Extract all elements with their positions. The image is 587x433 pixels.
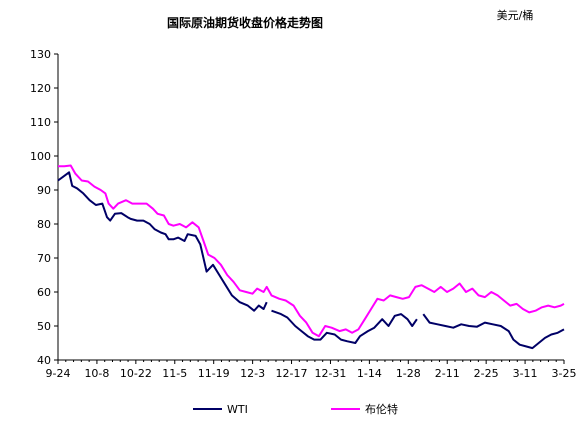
x-tick-label: 2-25 [474, 367, 499, 380]
y-tick-label: 40 [37, 354, 51, 367]
y-tick-label: 130 [30, 48, 51, 61]
x-tick-labels: 9-24 10-8 10-22 11-5 11-19 12-3 12-17 12-31 1-14… [46, 360, 577, 380]
legend-label-brent: 布伦特 [365, 402, 398, 416]
y-tick-label: 120 [30, 82, 51, 95]
y-tick-label: 70 [37, 252, 51, 265]
chart-title: 国际原油期货收盘价格走势图 [167, 15, 323, 30]
series-line-brent [58, 164, 565, 338]
y-tick-label: 100 [30, 150, 51, 163]
x-tick-label: 10-8 [84, 367, 109, 380]
axes [57, 54, 564, 361]
x-tick-label: 1-14 [357, 367, 382, 380]
x-tick-label: 2-11 [435, 367, 460, 380]
x-tick-label: 3-11 [513, 367, 538, 380]
y-tick-label: 80 [37, 218, 51, 231]
series-line-wti [57, 171, 565, 350]
x-tick-label: 12-31 [314, 367, 346, 380]
x-tick-label: 11-5 [162, 367, 187, 380]
legend: WTI 布伦特 [193, 402, 398, 416]
x-tick-label: 3-25 [552, 367, 577, 380]
y-tick-label: 90 [37, 184, 51, 197]
y-tick-label: 60 [37, 286, 51, 299]
x-tick-label: 10-22 [120, 367, 152, 380]
unit-label: 美元/桶 [497, 8, 534, 22]
x-tick-label: 9-24 [46, 367, 71, 380]
x-tick-label: 12-3 [240, 367, 265, 380]
series-lines [57, 164, 565, 350]
y-tick-label: 50 [37, 320, 51, 333]
legend-label-wti: WTI [227, 403, 248, 416]
x-tick-label: 12-17 [276, 367, 308, 380]
x-tick-label: 1-28 [396, 367, 421, 380]
y-tick-label: 110 [30, 116, 51, 129]
x-tick-label: 11-19 [198, 367, 230, 380]
y-tick-labels: 40 50 60 70 80 90 100 110 120 130 [30, 48, 58, 367]
